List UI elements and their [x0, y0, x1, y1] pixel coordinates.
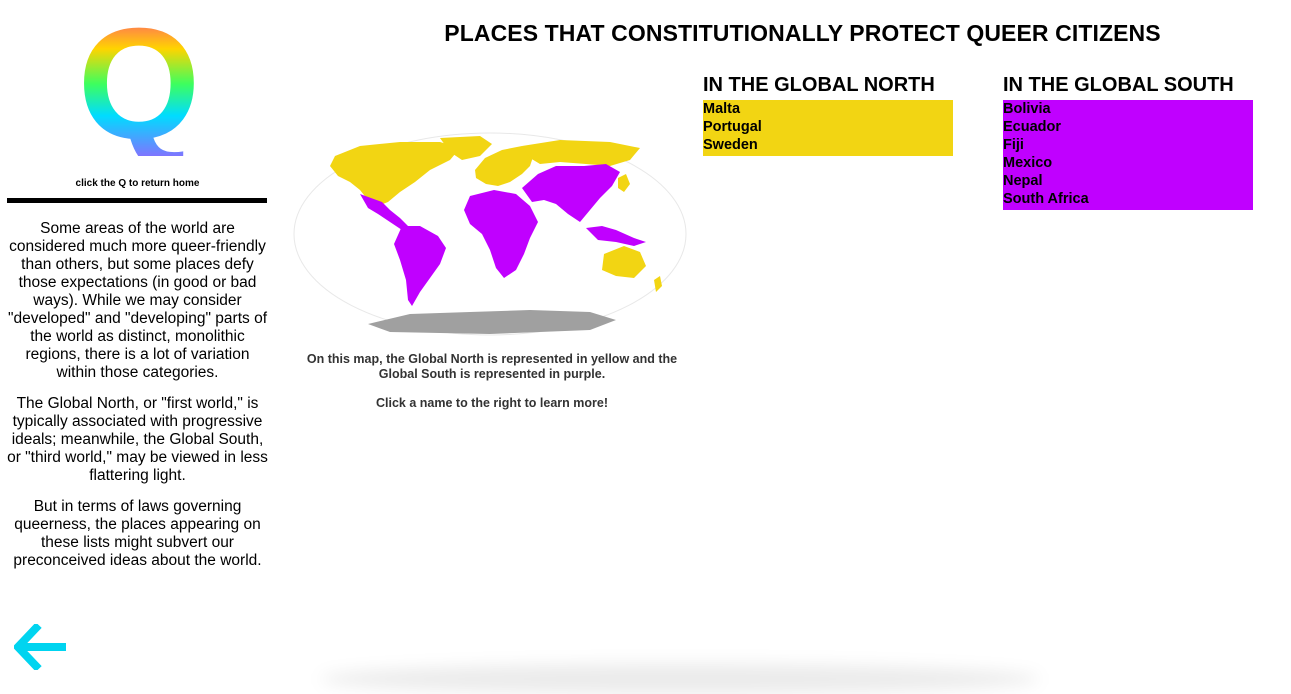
intro-paragraph: The Global North, or "first world," is t…	[7, 395, 268, 484]
arrow-left-icon	[14, 624, 66, 670]
footer-shadow	[320, 664, 1040, 694]
place-link-ecuador[interactable]: Ecuador	[1003, 119, 1062, 135]
sidebar: Q click the Q to return home Some areas …	[0, 0, 275, 678]
global-south-heading: IN THE GLOBAL SOUTH	[1003, 74, 1234, 96]
map-call-to-action: Click a name to the right to learn more!	[376, 396, 608, 410]
global-north-list: Malta Portugal Sweden	[703, 100, 953, 156]
global-south-column: IN THE GLOBAL SOUTH Bolivia Ecuador Fiji…	[1003, 73, 1253, 210]
logo-letter: Q	[78, 14, 200, 156]
global-north-column: IN THE GLOBAL NORTH Malta Portugal Swede…	[703, 73, 953, 156]
global-north-heading: IN THE GLOBAL NORTH	[703, 74, 935, 96]
place-link-south-africa[interactable]: South Africa	[1003, 191, 1089, 207]
place-link-bolivia[interactable]: Bolivia	[1003, 101, 1051, 117]
intro-text: Some areas of the world are considered m…	[7, 220, 268, 583]
place-link-nepal[interactable]: Nepal	[1003, 173, 1043, 189]
home-logo-link[interactable]: Q	[78, 14, 200, 156]
place-link-fiji[interactable]: Fiji	[1003, 137, 1024, 153]
world-map-image	[293, 132, 687, 336]
place-link-sweden[interactable]: Sweden	[703, 137, 758, 153]
home-hint: click the Q to return home	[75, 178, 200, 189]
q-logo-icon: Q	[78, 14, 200, 156]
place-link-portugal[interactable]: Portugal	[703, 119, 762, 135]
global-south-list: Bolivia Ecuador Fiji Mexico Nepal South …	[1003, 100, 1253, 210]
world-map	[290, 130, 690, 340]
intro-paragraph: But in terms of laws governing queerness…	[13, 498, 262, 569]
back-button[interactable]	[14, 624, 68, 670]
place-link-mexico[interactable]: Mexico	[1003, 155, 1053, 171]
page-title: PLACES THAT CONSTITUTIONALLY PROTECT QUE…	[444, 20, 1161, 46]
place-link-malta[interactable]: Malta	[703, 101, 741, 117]
map-caption: On this map, the Global North is represe…	[306, 352, 678, 381]
intro-paragraph: Some areas of the world are considered m…	[8, 220, 267, 381]
sidebar-divider	[7, 198, 267, 203]
